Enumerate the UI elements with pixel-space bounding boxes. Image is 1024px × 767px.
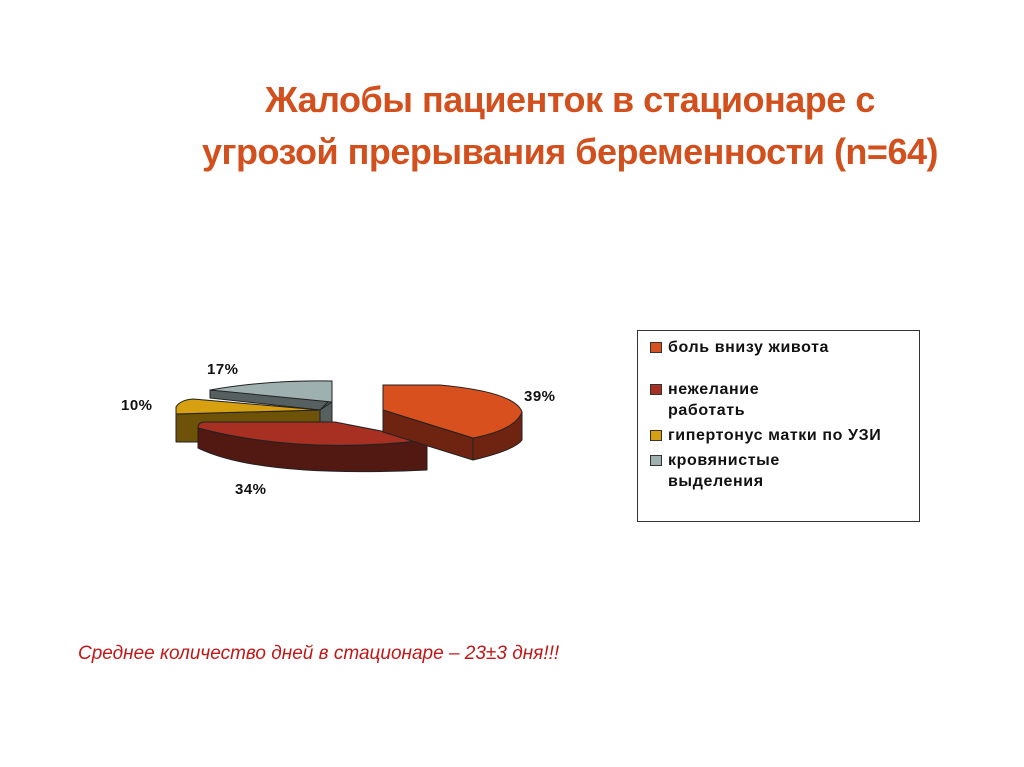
label-bleeding: 17% [207,361,239,378]
legend-swatch-pain [650,342,662,353]
label-hypertonus: 10% [121,397,153,414]
legend-label: боль внизу живота [668,339,830,356]
legend-label: гипертонус матки по УЗИ [668,427,882,444]
slice-unwilling [197,421,428,473]
legend-label: нежелание работать [668,381,760,419]
slide-title: Жалобы пациенток в стационаре с угрозой … [120,74,1020,178]
label-pain: 39% [524,388,556,405]
title-line-2: угрозой прерывания беременности (n=64) [202,131,938,172]
legend-swatch-hypertonus [650,430,662,441]
title-line-1: Жалобы пациенток в стационаре с [265,79,875,120]
legend-label: кровянистые выделения [668,452,780,490]
legend-item-hypertonus: гипертонус матки по УЗИ [646,425,908,446]
label-unwilling: 34% [235,481,267,498]
legend-swatch-bleeding [650,455,662,466]
slice-bleeding [209,380,333,423]
legend-item-bleeding: кровянистые выделения [646,450,858,492]
chart-legend: боль внизу живота нежелание работать гип… [637,330,920,522]
hospital-stay-note: Среднее количество дней в стационаре – 2… [78,643,560,664]
legend-item-pain: боль внизу живота [646,337,919,358]
slice-pain [382,384,523,461]
legend-item-unwilling: нежелание работать [646,379,818,421]
legend-swatch-unwilling [650,384,662,395]
